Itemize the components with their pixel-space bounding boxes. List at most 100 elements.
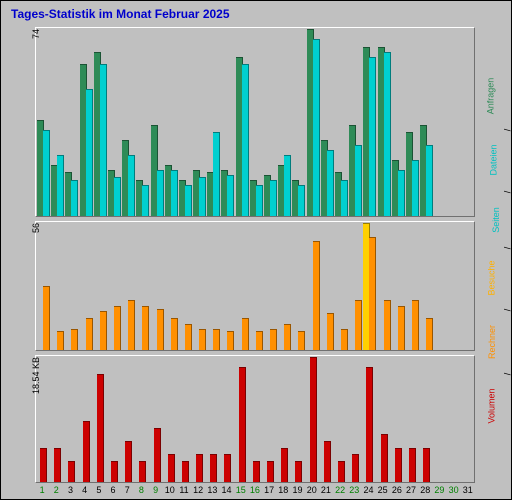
bar-seiten-27 — [412, 160, 419, 216]
x-label-11: 11 — [179, 485, 188, 495]
bar-seiten-23 — [355, 145, 362, 216]
x-label-8: 8 — [139, 485, 144, 495]
bar-volumen-8 — [139, 461, 146, 482]
bar-volumen-3 — [68, 461, 75, 482]
x-label-24: 24 — [363, 485, 373, 495]
bar-volumen-28 — [423, 448, 430, 482]
bar-seiten-16 — [256, 185, 263, 216]
bar-rechner-8 — [142, 306, 149, 350]
y-label-middle: 56 — [31, 223, 41, 233]
x-label-20: 20 — [307, 485, 317, 495]
x-label-4: 4 — [82, 485, 87, 495]
x-axis: 1234567891011121314151617181920212223242… — [35, 485, 475, 497]
legend-dateien: Dateien — [488, 144, 498, 175]
panel-top — [35, 27, 475, 217]
bar-volumen-14 — [224, 454, 231, 482]
legend-seiten: Seiten — [491, 207, 501, 233]
bar-seiten-3 — [71, 180, 78, 216]
bar-seiten-12 — [199, 177, 206, 216]
bar-rechner-21 — [327, 313, 334, 350]
bar-volumen-20 — [310, 357, 317, 482]
bar-seiten-4 — [86, 89, 93, 216]
legend-besuche: Besuche — [486, 260, 496, 295]
bar-volumen-25 — [381, 434, 388, 482]
bar-seiten-7 — [128, 155, 135, 216]
x-label-16: 16 — [250, 485, 260, 495]
bar-seiten-2 — [57, 155, 64, 216]
legend-rechner: Rechner — [487, 325, 497, 359]
bar-seiten-21 — [327, 150, 334, 216]
x-label-31: 31 — [463, 485, 473, 495]
legend-anfragen: Anfragen — [486, 78, 496, 115]
x-label-1: 1 — [40, 485, 45, 495]
y-label-bottom: 18.54 KB — [31, 357, 41, 394]
x-label-10: 10 — [165, 485, 175, 495]
bar-seiten-19 — [298, 185, 305, 216]
bar-rechner-20 — [313, 241, 320, 350]
bar-volumen-22 — [338, 461, 345, 482]
bar-rechner-22 — [341, 329, 348, 350]
x-label-25: 25 — [378, 485, 388, 495]
bar-rechner-14 — [227, 331, 234, 350]
bar-rechner-26 — [398, 306, 405, 350]
bar-rechner-13 — [213, 329, 220, 350]
bar-volumen-7 — [125, 441, 132, 482]
bar-seiten-17 — [270, 180, 277, 216]
bar-seiten-22 — [341, 180, 348, 216]
bar-volumen-19 — [295, 461, 302, 482]
x-label-28: 28 — [420, 485, 430, 495]
bar-rechner-24 — [369, 237, 376, 351]
x-label-12: 12 — [193, 485, 203, 495]
legend-/: / — [503, 373, 512, 376]
bar-volumen-5 — [97, 374, 104, 482]
bar-seiten-1 — [43, 130, 50, 216]
bar-volumen-17 — [267, 461, 274, 482]
bar-volumen-26 — [395, 448, 402, 482]
bar-volumen-16 — [253, 461, 260, 482]
legend-/: / — [503, 309, 512, 312]
bar-rechner-1 — [43, 286, 50, 350]
bar-seiten-20 — [313, 39, 320, 216]
bar-rechner-16 — [256, 331, 263, 350]
bar-seiten-6 — [114, 177, 121, 216]
bar-rechner-6 — [114, 306, 121, 350]
bar-rechner-10 — [171, 318, 178, 351]
x-label-14: 14 — [222, 485, 232, 495]
bar-seiten-14 — [227, 175, 234, 216]
bar-volumen-9 — [154, 428, 161, 483]
legend-/: / — [503, 247, 512, 250]
legend-/: / — [503, 191, 512, 194]
bar-volumen-2 — [54, 448, 61, 482]
bar-rechner-18 — [284, 324, 291, 350]
bar-rechner-27 — [412, 300, 419, 351]
bar-volumen-6 — [111, 461, 118, 482]
bar-rechner-19 — [298, 331, 305, 350]
bar-seiten-13 — [213, 132, 220, 216]
bar-seiten-26 — [398, 170, 405, 216]
x-label-27: 27 — [406, 485, 416, 495]
bar-volumen-18 — [281, 448, 288, 482]
bar-rechner-17 — [270, 329, 277, 350]
bar-rechner-12 — [199, 329, 206, 350]
x-label-22: 22 — [335, 485, 345, 495]
bar-rechner-2 — [57, 331, 64, 350]
x-label-29: 29 — [434, 485, 444, 495]
chart-frame: Tages-Statistik im Monat Februar 2025 12… — [0, 0, 512, 500]
bar-rechner-3 — [71, 329, 78, 350]
x-label-3: 3 — [68, 485, 73, 495]
bar-volumen-1 — [40, 448, 47, 482]
bar-seiten-9 — [157, 170, 164, 216]
x-label-17: 17 — [264, 485, 274, 495]
x-label-13: 13 — [207, 485, 217, 495]
bar-seiten-11 — [185, 185, 192, 216]
x-label-23: 23 — [349, 485, 359, 495]
bar-seiten-8 — [142, 185, 149, 216]
x-label-6: 6 — [111, 485, 116, 495]
bar-volumen-13 — [210, 454, 217, 482]
bar-seiten-24 — [369, 57, 376, 216]
bar-seiten-28 — [426, 145, 433, 216]
x-label-7: 7 — [125, 485, 130, 495]
bar-seiten-25 — [384, 52, 391, 216]
x-label-26: 26 — [392, 485, 402, 495]
bar-rechner-23 — [355, 300, 362, 351]
